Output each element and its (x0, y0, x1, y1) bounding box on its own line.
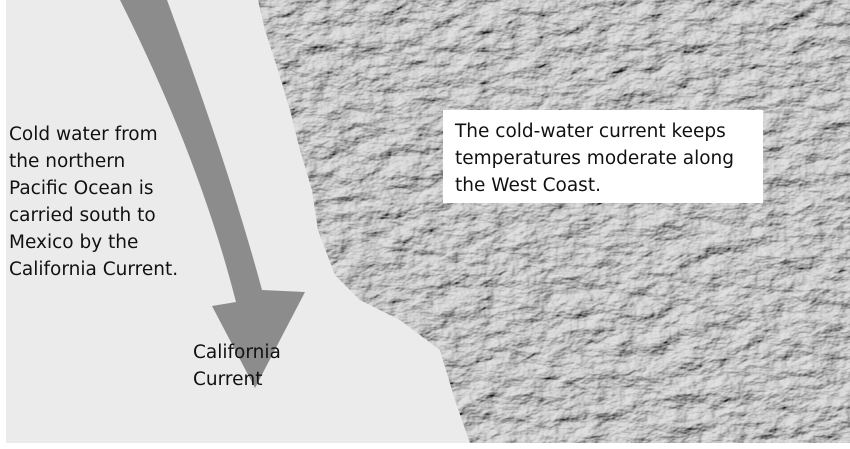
annotation-line: carried south to (9, 205, 156, 226)
callout-line: the West Coast. (455, 175, 601, 196)
label-line: California (193, 342, 281, 363)
annotation-line: Pacific Ocean is (9, 178, 154, 199)
page: Cold water from the northern Pacific Ocean… (0, 0, 850, 449)
label-line: Current (193, 369, 262, 390)
frame (0, 443, 850, 449)
callout-line: The cold-water current keeps (454, 121, 726, 142)
callout-line: temperatures moderate along (455, 148, 734, 169)
annotation-line: the northern (9, 151, 125, 172)
map: Cold water from the northern Pacific Ocean… (0, 0, 850, 449)
annotation-line: Cold water from (9, 124, 158, 145)
annotation-line: California Current. (9, 259, 178, 280)
annotation-line: Mexico by the (9, 232, 138, 253)
